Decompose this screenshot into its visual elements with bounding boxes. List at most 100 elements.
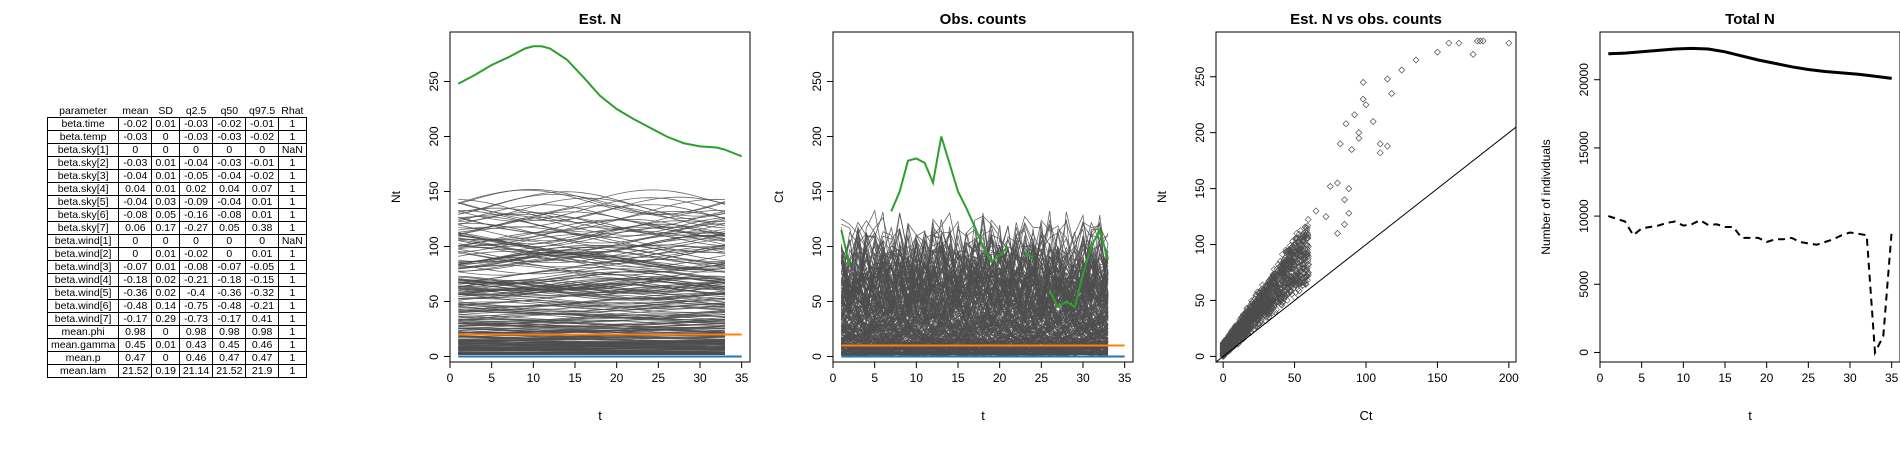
table-header-cell: parameter — [59, 105, 108, 117]
reference-line — [1216, 126, 1516, 362]
table-cell: 0.17 — [151, 221, 180, 235]
scatter-point — [1272, 280, 1280, 287]
scatter-point — [1412, 56, 1420, 64]
table-row: beta.wind[6] -0.48 0.14 -0.75 -0.48 -0.21 1 — [46, 299, 307, 313]
scatter-point — [1445, 39, 1453, 47]
table-header-cell: q50 — [220, 105, 239, 117]
y-tick-label: 100 — [427, 236, 441, 256]
x-tick-label: 10 — [527, 371, 541, 385]
table-row: beta.sky[3] -0.04 0.01 -0.05 -0.04 -0.02 1 — [46, 169, 307, 183]
scatter-point — [1376, 149, 1384, 157]
scatter-point — [1295, 287, 1303, 295]
background-trajectory — [458, 352, 725, 354]
background-trajectory — [840, 216, 1109, 299]
scatter-point — [1267, 286, 1275, 293]
table-cell: 0.45 — [118, 338, 153, 352]
scatter-point — [1273, 265, 1281, 273]
scatter-point — [1266, 279, 1274, 287]
background-trajectory — [458, 313, 726, 321]
scatter-point — [1266, 307, 1274, 315]
background-trajectory — [458, 197, 726, 222]
scatter-point — [1333, 179, 1341, 187]
background-trajectory — [840, 235, 1109, 310]
x-tick-label: 30 — [1843, 371, 1857, 385]
table-cell: 0.02 — [151, 286, 180, 300]
scatter-point — [1291, 261, 1299, 269]
scatter-point — [1231, 324, 1239, 332]
background-trajectory — [458, 288, 726, 299]
scatter-point — [1228, 333, 1236, 341]
background-trajectory — [458, 270, 726, 285]
scatter-point — [1242, 314, 1250, 322]
scatter-point — [1261, 283, 1269, 290]
scatter-point — [1301, 264, 1308, 272]
background-trajectory — [458, 245, 726, 263]
background-trajectory — [841, 269, 1109, 323]
scatter-point — [1279, 268, 1287, 276]
scatter-point — [1252, 304, 1260, 312]
background-trajectory — [458, 314, 726, 322]
table-cell: -0.36 — [212, 286, 247, 300]
x-tick-label: 35 — [1118, 371, 1132, 385]
y-tick-label: 20000 — [1577, 63, 1591, 97]
scatter-point — [1284, 254, 1292, 262]
background-trajectory — [458, 191, 726, 217]
scatter-point — [1296, 278, 1304, 286]
scatter-point — [1274, 271, 1282, 279]
scatter-point — [1265, 294, 1273, 302]
scatter-point — [1261, 287, 1268, 295]
scatter-point — [1341, 220, 1349, 228]
scatter-point — [1242, 331, 1249, 339]
table-cell: 1 — [277, 299, 307, 313]
table-row: beta.sky[2] -0.03 0.01 -0.04 -0.03 -0.01 1 — [46, 156, 307, 170]
background-trajectory — [458, 350, 725, 353]
background-trajectory — [458, 303, 726, 313]
scatter-point — [1287, 286, 1295, 294]
x-axis-label: Ct — [1360, 408, 1373, 423]
x-tick-label: 10 — [1677, 371, 1691, 385]
scatter-point — [1302, 266, 1310, 274]
parameter-name-cell: beta.wind[1] — [46, 234, 120, 248]
scatter-point — [1279, 289, 1287, 297]
x-tick-label: 25 — [1035, 371, 1049, 385]
table-header-cell: mean — [122, 105, 149, 117]
scatter-point — [1271, 287, 1278, 295]
y-tick-label: 10000 — [1577, 199, 1591, 233]
background-trajectory — [458, 347, 726, 350]
table-cell: 0.05 — [151, 208, 180, 222]
x-tick-label: 20 — [610, 371, 624, 385]
series-line-1 — [1608, 46, 1892, 80]
scatter-point — [1260, 295, 1268, 302]
scatter-point — [1256, 309, 1264, 317]
scatter-point — [1296, 245, 1304, 253]
scatter-point — [1269, 286, 1277, 293]
scatter-point — [1362, 101, 1370, 109]
x-tick-label: 0 — [1220, 371, 1227, 385]
background-trajectory — [458, 313, 726, 321]
parameter-name-cell: mean.lam — [46, 364, 120, 378]
plot-frame — [832, 31, 1134, 363]
scatter-point — [1247, 317, 1254, 325]
chart-1: 0 5 10 15 20 25 30 35 0 50 100 150 200 250 Est. N t Nt — [389, 11, 751, 423]
scatter-point — [1297, 245, 1305, 253]
background-trajectory — [458, 252, 726, 269]
table-cell: 0.02 — [151, 273, 180, 287]
scatter-point — [1291, 240, 1299, 248]
table-cell: -0.05 — [178, 169, 214, 183]
table-row: beta.sky[4] 0.04 0.01 0.02 0.04 0.07 1 — [46, 182, 307, 196]
scatter-point — [1383, 142, 1391, 150]
table-cell: 0.46 — [178, 351, 214, 365]
table-cell: 1 — [277, 286, 307, 300]
table-cell: 0.01 — [151, 156, 180, 170]
scatter-point — [1351, 111, 1359, 119]
background-trajectory — [458, 204, 726, 228]
parameter-name-cell: beta.wind[5] — [46, 286, 120, 300]
background-trajectory — [458, 243, 726, 262]
scatter-point — [1221, 336, 1229, 344]
background-trajectory — [841, 333, 1109, 349]
scatter-point — [1345, 209, 1353, 217]
table-cell: -0.02 — [118, 117, 153, 131]
scatter-point — [1312, 207, 1320, 215]
scatter-point — [1270, 265, 1278, 273]
